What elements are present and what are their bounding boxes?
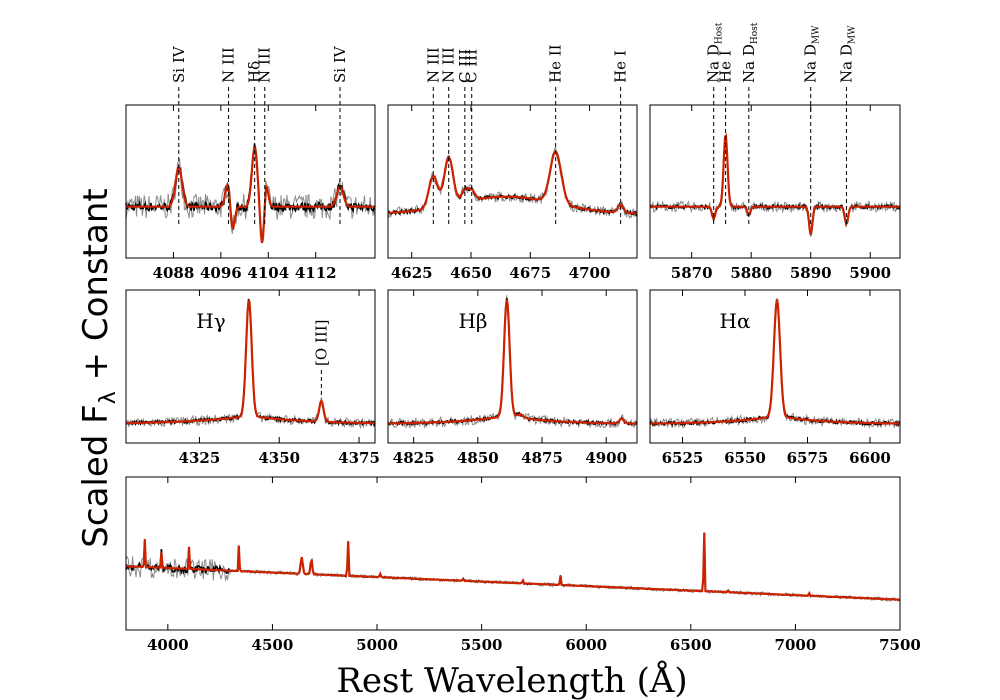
x-tick-label: 4625 bbox=[391, 264, 433, 282]
series-model bbox=[649, 299, 900, 425]
line-id-label: C III bbox=[463, 49, 481, 83]
x-tick-label: 4104 bbox=[247, 264, 289, 282]
series-observed bbox=[125, 532, 901, 602]
x-tick-label: 4850 bbox=[457, 449, 499, 467]
x-tick-label: 4000 bbox=[147, 636, 189, 654]
x-tick-label: 7500 bbox=[879, 636, 921, 654]
x-tick-label: 5870 bbox=[671, 264, 713, 282]
x-tick-label: 5890 bbox=[790, 264, 832, 282]
x-tick-label: 4650 bbox=[450, 264, 492, 282]
x-tick-label: 4325 bbox=[179, 449, 221, 467]
x-tick-label: 4875 bbox=[521, 449, 563, 467]
x-tick-label: 6600 bbox=[849, 449, 891, 467]
panel-frame bbox=[649, 104, 901, 259]
series-model bbox=[126, 299, 375, 425]
x-tick-label: 4700 bbox=[569, 264, 611, 282]
line-id-label: N III bbox=[424, 47, 442, 83]
panel-title: Hα bbox=[720, 309, 751, 333]
line-id-label: Na DHost bbox=[740, 22, 760, 83]
panel-hgamma: 4325 4350 4375 [O III] Hγ bbox=[125, 289, 380, 467]
line-id-label: He II bbox=[547, 44, 565, 83]
y-axis-label: Scaled Fλ + Constant bbox=[76, 188, 121, 547]
x-tick-label: 4500 bbox=[252, 636, 294, 654]
x-tick-label: 4375 bbox=[338, 449, 380, 467]
panel-full-spectrum: 4000 4500 5000 5500 6000 6500 7000 7500 bbox=[125, 476, 921, 654]
line-id-label: [O III] bbox=[312, 319, 330, 366]
x-tick-label: 4825 bbox=[393, 449, 435, 467]
panel-hbeta: 4825 4850 4875 4900 Hβ bbox=[387, 289, 638, 467]
x-tick-label: 6525 bbox=[662, 449, 704, 467]
x-tick-label: 5880 bbox=[730, 264, 772, 282]
panel-halpha: 6525 6550 6575 6600 Hα bbox=[649, 289, 901, 467]
x-tick-label: 4096 bbox=[200, 264, 242, 282]
panel-frame bbox=[649, 289, 901, 444]
line-id-label: He I bbox=[717, 50, 735, 83]
panel-title: Hγ bbox=[196, 309, 225, 333]
line-id-label: Si IV bbox=[331, 45, 349, 83]
x-tick-label: 4350 bbox=[258, 449, 300, 467]
panel-frame bbox=[125, 476, 901, 631]
series-model bbox=[126, 145, 375, 244]
line-id-label: N III bbox=[256, 47, 274, 83]
line-id-label: N III bbox=[440, 47, 458, 83]
panel-frame bbox=[387, 104, 638, 259]
series-observed bbox=[649, 134, 901, 235]
x-tick-label: 4112 bbox=[295, 264, 337, 282]
x-tick-label: 6000 bbox=[565, 636, 607, 654]
line-id-label: He I bbox=[612, 50, 630, 83]
series-raw bbox=[125, 533, 901, 603]
x-tick-label: 7000 bbox=[775, 636, 817, 654]
line-id-label: Hδ bbox=[246, 61, 264, 83]
x-tick-label: 4088 bbox=[153, 264, 195, 282]
series-model bbox=[388, 299, 637, 425]
line-id-label: Na DMW bbox=[802, 25, 822, 83]
series-model bbox=[387, 150, 637, 215]
line-id-label: N III bbox=[220, 47, 238, 83]
x-tick-label: 5900 bbox=[849, 264, 891, 282]
x-tick-label: 4900 bbox=[585, 449, 627, 467]
line-id-label: Na DHost bbox=[705, 22, 725, 83]
series-raw bbox=[649, 134, 901, 238]
x-tick-label: 5500 bbox=[461, 636, 503, 654]
series-raw bbox=[387, 146, 638, 220]
x-tick-label: 4675 bbox=[509, 264, 551, 282]
x-axis-label: Rest Wavelength (Å) bbox=[336, 660, 687, 700]
line-id-label: Na DMW bbox=[837, 25, 857, 83]
panel-title: Hβ bbox=[458, 309, 487, 333]
panel-frame bbox=[387, 289, 638, 444]
x-tick-label: 6575 bbox=[787, 449, 829, 467]
x-tick-label: 6500 bbox=[670, 636, 712, 654]
line-id-label: Si IV bbox=[170, 45, 188, 83]
x-tick-label: 6550 bbox=[724, 449, 766, 467]
series-model bbox=[650, 132, 900, 235]
panel-frame bbox=[125, 289, 376, 444]
x-tick-label: 5000 bbox=[356, 636, 398, 654]
panel-frame bbox=[125, 104, 376, 259]
line-id-label: C III bbox=[456, 49, 474, 83]
series-model bbox=[126, 532, 901, 601]
